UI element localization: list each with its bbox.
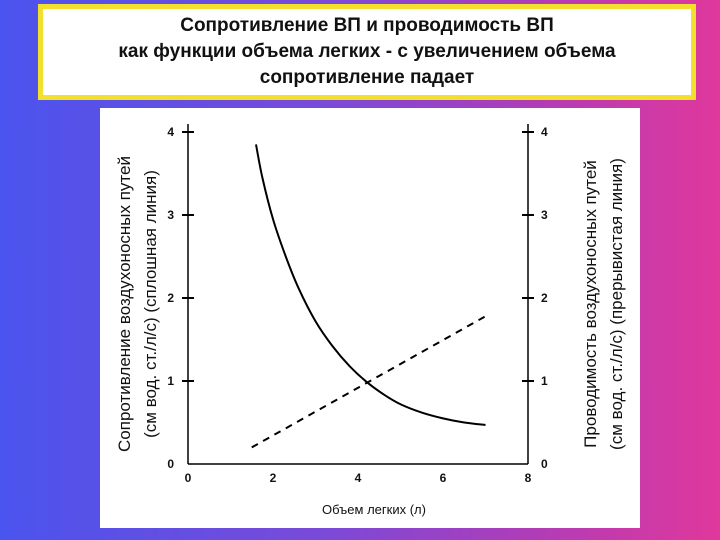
y-tick-label-right: 2: [541, 291, 548, 305]
y-tick-label-left: 3: [167, 208, 174, 222]
x-tick-label: 6: [440, 471, 447, 485]
title-box: Сопротивление ВП и проводимость ВП как ф…: [38, 4, 696, 100]
x-axis-title: Объем легких (л): [322, 502, 426, 517]
y-tick-label-right: 4: [541, 125, 548, 139]
right-y-axis-title-line: (см вод. ст./л/с) (прерывистая линия): [607, 158, 626, 450]
title-line-2: как функции объема легких - с увеличение…: [118, 41, 616, 62]
conductance-line-dashed: [251, 315, 486, 449]
left-y-axis-title-line: (см вод. ст./л/с) (сплошная линия): [141, 170, 160, 438]
title-line-1: Сопротивление ВП и проводимость ВП: [180, 15, 554, 36]
left-y-axis-title-line: Сопротивление воздухоносных путей: [115, 156, 134, 452]
x-tick-label: 2: [270, 471, 277, 485]
y-tick-label-left: 2: [167, 291, 174, 305]
x-tick-label: 4: [355, 471, 362, 485]
x-tick-label: 8: [525, 471, 532, 485]
right-y-axis-title-line: Проводимость воздухоносных путей: [581, 160, 600, 448]
y-tick-label-right: 0: [541, 457, 548, 471]
title-line-3: сопротивление падает: [259, 67, 475, 88]
y-tick-label-right: 1: [541, 374, 548, 388]
y-tick-label-left: 4: [167, 125, 174, 139]
chart-panel: 0 0 1 1 2 2 3 3 4 4 0 2 4 6 8 Объем легких (л) Сопротивл…: [100, 108, 640, 528]
x-tick-label: 0: [185, 471, 192, 485]
y-tick-label-right: 3: [541, 208, 548, 222]
y-tick-label-left: 1: [167, 374, 174, 388]
resistance-curve-solid: [255, 144, 486, 426]
y-tick-label-left: 0: [167, 457, 174, 471]
